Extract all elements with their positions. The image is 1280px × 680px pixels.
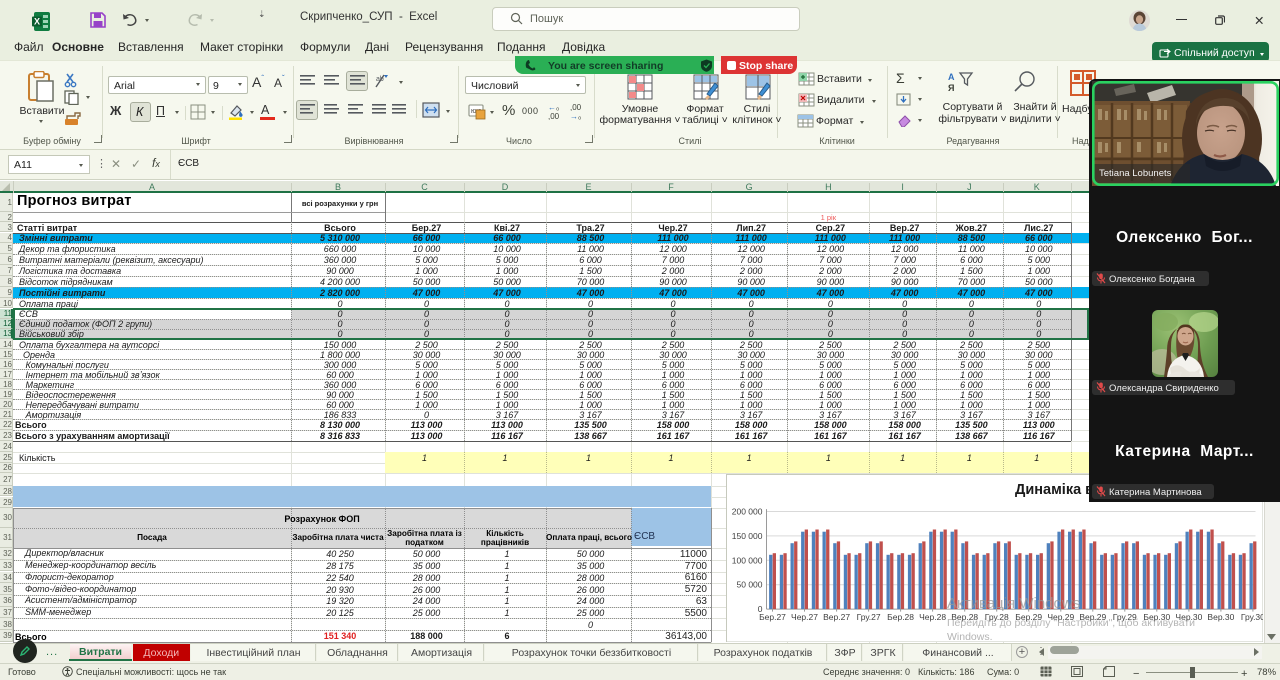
svg-text:ab: ab: [376, 76, 384, 83]
svg-text:Чер.28: Чер.28: [919, 612, 946, 622]
svg-text:Бер.28: Бер.28: [887, 612, 914, 622]
svg-text:Бер.30: Бер.30: [1143, 612, 1170, 622]
svg-text:Гру.28: Гру.28: [984, 612, 1008, 622]
svg-text:Я: Я: [948, 83, 954, 93]
svg-text:А: А: [948, 72, 955, 82]
svg-text:Чер.27: Чер.27: [791, 612, 818, 622]
svg-text:Чер.29: Чер.29: [1047, 612, 1074, 622]
svg-text:Чер.30: Чер.30: [1175, 612, 1202, 622]
svg-text:Вер.30: Вер.30: [1207, 612, 1234, 622]
svg-text:100 000: 100 000: [731, 555, 762, 565]
svg-text:Гру.30: Гру.30: [1240, 612, 1263, 622]
svg-text:50 000: 50 000: [736, 579, 762, 589]
svg-text:Вер.27: Вер.27: [823, 612, 850, 622]
svg-text:Бер.29: Бер.29: [1015, 612, 1042, 622]
svg-text:0: 0: [757, 604, 762, 614]
svg-text:Бер.27: Бер.27: [759, 612, 786, 622]
svg-text:Tetiana Lobunets: Tetiana Lobunets: [1099, 168, 1172, 179]
svg-text:Вер.29: Вер.29: [1079, 612, 1106, 622]
svg-text:Вер.28: Вер.28: [951, 612, 978, 622]
svg-text:200 000: 200 000: [731, 506, 762, 516]
svg-text:Гру.27: Гру.27: [856, 612, 880, 622]
svg-text:150 000: 150 000: [731, 530, 762, 540]
svg-text:X: X: [34, 17, 40, 27]
svg-text:Гру.29: Гру.29: [1112, 612, 1136, 622]
